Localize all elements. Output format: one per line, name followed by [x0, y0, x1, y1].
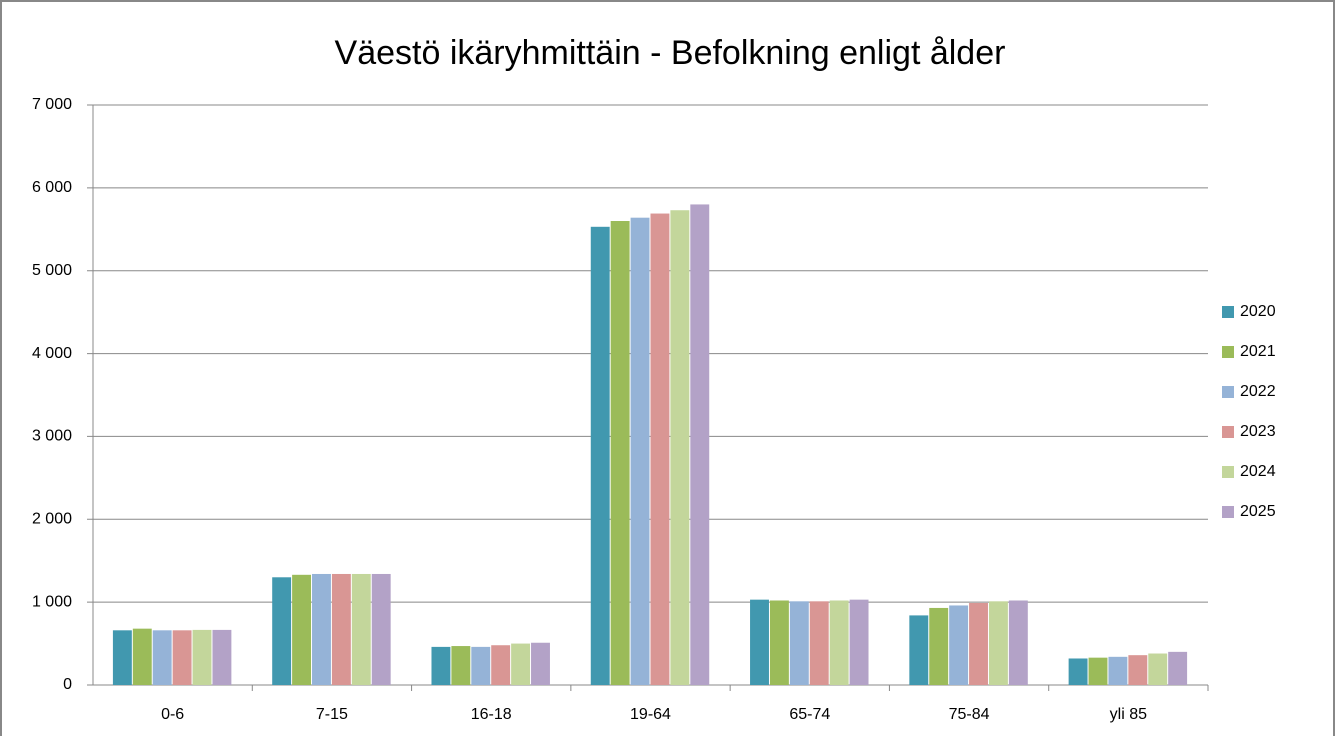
bar — [909, 615, 929, 685]
x-tick-label: 19-64 — [630, 706, 671, 723]
bar — [809, 601, 829, 685]
bar — [849, 599, 869, 685]
bar — [988, 601, 1008, 685]
bar — [829, 600, 849, 685]
bar — [132, 628, 152, 685]
legend-label: 2024 — [1240, 463, 1276, 480]
x-tick-label: 0-6 — [161, 706, 184, 723]
y-tick-label: 5 000 — [32, 262, 72, 279]
y-tick-label: 2 000 — [32, 511, 72, 528]
x-tick-label: 75-84 — [949, 706, 990, 723]
y-tick-label: 6 000 — [32, 179, 72, 196]
y-tick-label: 7 000 — [32, 96, 72, 113]
bar — [1088, 657, 1108, 685]
bar — [969, 602, 988, 685]
chart-title: Väestö ikäryhmittäin - Befolkning enligt… — [335, 34, 1006, 72]
bar — [292, 574, 312, 685]
bar — [789, 601, 809, 685]
bar — [1068, 658, 1088, 685]
x-tick-label: yli 85 — [1110, 706, 1147, 723]
bar — [1128, 655, 1148, 685]
y-tick-label: 0 — [63, 676, 72, 693]
bar — [1008, 600, 1028, 685]
x-tick-label: 7-15 — [316, 706, 348, 723]
bar — [192, 629, 212, 685]
legend-label: 2020 — [1240, 303, 1276, 320]
bar — [1148, 653, 1168, 685]
bar — [531, 642, 550, 685]
y-tick-label: 3 000 — [32, 428, 72, 445]
bar — [112, 630, 132, 685]
bar — [212, 629, 232, 685]
legend-label: 2022 — [1240, 383, 1276, 400]
x-tick-label: 65-74 — [789, 706, 830, 723]
bar — [491, 645, 511, 685]
bar — [630, 217, 650, 685]
legend-label: 2025 — [1240, 503, 1276, 520]
bar — [152, 630, 172, 685]
bar — [610, 221, 630, 685]
bar — [929, 607, 949, 685]
legend-label: 2023 — [1240, 423, 1276, 440]
bar — [431, 646, 451, 685]
bar — [351, 573, 371, 685]
bar — [650, 213, 670, 686]
bar — [670, 210, 690, 685]
bar — [272, 577, 292, 685]
bar — [949, 605, 969, 685]
legend-swatch — [1222, 426, 1234, 438]
bar — [590, 226, 610, 686]
bar — [1108, 656, 1128, 685]
bar — [690, 204, 710, 685]
legend-label: 2021 — [1240, 343, 1276, 360]
legend-swatch — [1222, 346, 1234, 358]
legend-swatch — [1222, 466, 1234, 478]
bar — [769, 600, 789, 685]
bar — [312, 573, 331, 685]
bar — [750, 599, 769, 685]
legend-swatch — [1222, 306, 1234, 318]
legend-swatch — [1222, 386, 1234, 398]
legend-swatch — [1222, 506, 1234, 518]
y-tick-label: 1 000 — [32, 593, 72, 610]
y-tick-label: 4 000 — [32, 345, 72, 362]
x-tick-label: 16-18 — [471, 706, 512, 723]
bar — [371, 573, 391, 685]
bar — [471, 646, 491, 685]
bar — [451, 646, 471, 685]
bar — [331, 573, 351, 685]
bar — [172, 630, 192, 685]
bar — [1168, 651, 1188, 685]
bar — [511, 643, 531, 685]
